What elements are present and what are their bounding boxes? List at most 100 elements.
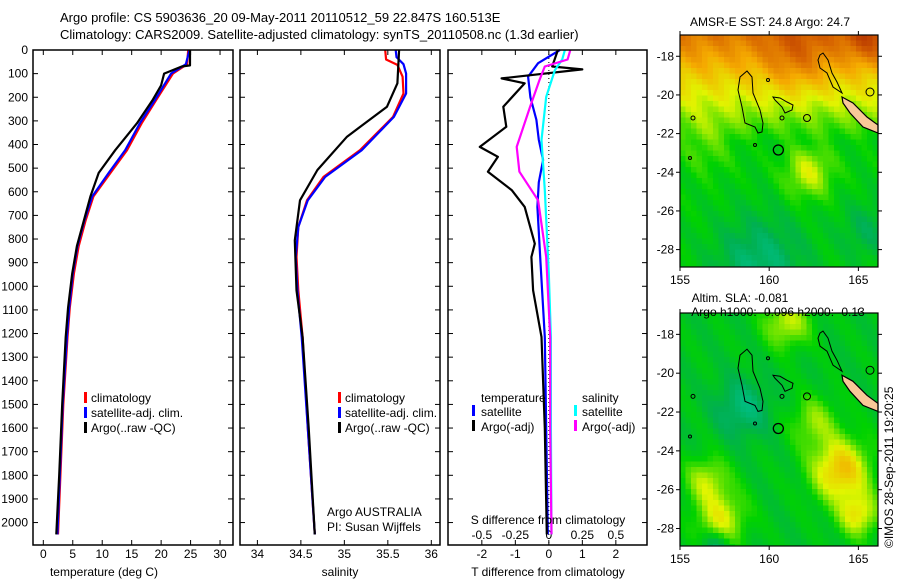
map-cell	[812, 46, 818, 52]
map-cell	[746, 489, 752, 495]
map-cell	[817, 205, 824, 212]
map-cell	[872, 373, 879, 380]
map-cell	[806, 123, 813, 129]
map-cell	[784, 340, 791, 347]
map-cell	[795, 401, 802, 407]
map-cell	[784, 527, 791, 534]
map-cell	[740, 156, 747, 162]
map-cell	[718, 390, 725, 396]
map-cell	[768, 117, 774, 124]
map-cell	[702, 362, 708, 369]
map-cell	[680, 478, 686, 484]
map-cell	[784, 368, 791, 374]
map-cell	[757, 428, 763, 435]
map-cell	[751, 527, 758, 534]
map-cell	[817, 478, 824, 484]
map-cell	[867, 255, 873, 261]
map-cell	[784, 40, 791, 47]
map-cell	[845, 57, 851, 63]
map-cell	[790, 456, 796, 462]
map-cell	[713, 313, 719, 319]
map-cell	[872, 106, 879, 113]
map-cell	[773, 95, 780, 102]
map-cell	[817, 368, 824, 374]
map-cell	[718, 368, 725, 374]
map-cell	[856, 189, 862, 195]
map-cell	[691, 233, 697, 239]
map-cell	[784, 373, 791, 380]
map-cell	[845, 368, 851, 374]
map-cell	[707, 533, 714, 539]
map-cell	[757, 527, 763, 534]
map-cell	[751, 384, 758, 391]
map-cell	[702, 417, 708, 424]
map-cell	[872, 134, 879, 140]
map-cell	[834, 62, 840, 69]
map-cell	[691, 156, 697, 162]
map-cell	[707, 260, 714, 267]
map-cell	[746, 161, 752, 168]
map-cell	[696, 150, 703, 157]
map-cell	[762, 516, 769, 523]
map-cell	[839, 68, 846, 74]
map-cell	[685, 112, 692, 118]
coastline-contour	[817, 330, 844, 373]
map-cell	[839, 189, 846, 195]
map-cell	[729, 260, 736, 267]
map-cell	[784, 260, 791, 267]
map-cell	[790, 379, 796, 385]
map-cell	[867, 318, 873, 325]
map-cell	[795, 123, 802, 129]
map-cell	[680, 62, 686, 69]
map-cell	[707, 423, 714, 429]
map-cell	[729, 445, 736, 451]
map-cell	[856, 211, 862, 217]
map-cell	[735, 467, 741, 473]
map-cell	[718, 313, 725, 319]
map-cell	[790, 57, 796, 63]
map-cell	[757, 62, 763, 69]
map-cell	[707, 123, 714, 129]
map-cell	[696, 51, 703, 58]
map-cell	[790, 150, 796, 157]
map-cell	[691, 450, 697, 457]
map-cell	[768, 128, 774, 135]
map-cell	[856, 222, 862, 228]
map-cell	[845, 128, 851, 135]
map-cell	[784, 178, 791, 184]
map-cell	[724, 329, 730, 336]
map-cell	[746, 533, 752, 539]
map-cell	[850, 544, 857, 547]
map-cell	[696, 439, 703, 446]
map-cell	[702, 450, 708, 457]
map-cell	[784, 51, 791, 58]
map-cell	[823, 222, 829, 228]
map-cell	[872, 335, 879, 341]
map-cell	[856, 51, 862, 58]
map-cell	[795, 445, 802, 451]
map-cell	[724, 351, 730, 358]
map-cell	[812, 351, 818, 358]
map-cell	[795, 423, 802, 429]
map-cell	[839, 194, 846, 201]
map-cell	[740, 139, 747, 146]
map-cell	[779, 183, 785, 190]
map-cell	[790, 90, 796, 96]
map-cell	[740, 178, 747, 184]
map-cell	[702, 139, 708, 146]
map-cell	[828, 368, 835, 374]
series-line-climatology	[56, 49, 190, 535]
map-cell	[735, 346, 741, 352]
map-cell	[702, 472, 708, 479]
map-cell	[768, 483, 774, 490]
map-cell	[784, 156, 791, 162]
map-cell	[702, 340, 708, 347]
map-cell	[834, 324, 840, 330]
map-cell	[685, 73, 692, 80]
map-cell	[768, 35, 774, 41]
map-cell	[790, 194, 796, 201]
map-cell	[718, 533, 725, 539]
map-cell	[691, 461, 697, 468]
map-cell	[724, 260, 730, 267]
map-cell	[713, 373, 719, 380]
